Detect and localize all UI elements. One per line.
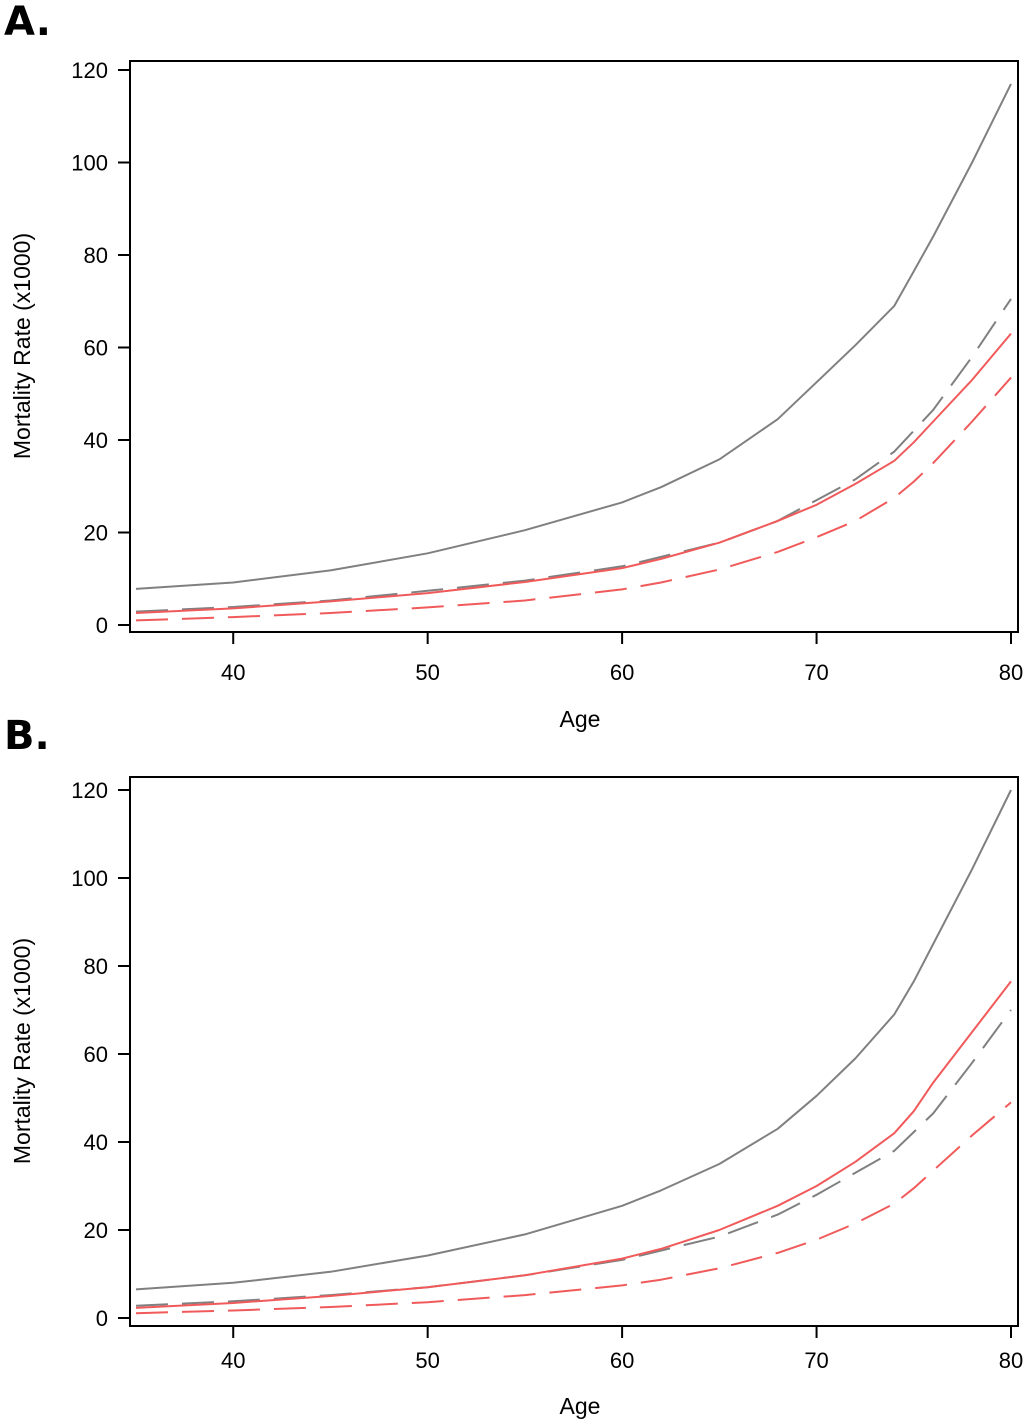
panel-b-label: B. bbox=[4, 713, 50, 759]
panel-a-y-tick-label: 120 bbox=[71, 58, 108, 83]
panel-a-y-tick-label: 20 bbox=[84, 521, 108, 546]
panel-a-x-tick-label: 70 bbox=[804, 660, 828, 685]
panel-a-plot-frame bbox=[129, 60, 1019, 633]
panel-a-label: A. bbox=[4, 0, 51, 45]
panel-b-y-tick-label: 120 bbox=[71, 778, 108, 803]
panel-a-y-tick-label: 100 bbox=[71, 151, 108, 176]
panel-a-x-tick-label: 80 bbox=[999, 660, 1023, 685]
panel-a-series-gray-dashed bbox=[135, 298, 1012, 613]
panel-b-x-axis-title: Age bbox=[560, 1393, 601, 1419]
panel-a-y-tick-label: 60 bbox=[84, 336, 108, 361]
panel-a-x-tick-label: 60 bbox=[610, 660, 634, 685]
panel-b-series-red-dashed bbox=[135, 1101, 1012, 1315]
panel-b-y-tick-label: 80 bbox=[84, 954, 108, 979]
panel-a-y-tick-label: 0 bbox=[96, 613, 108, 638]
panel-b-y-tick-label: 60 bbox=[84, 1042, 108, 1067]
panel-a-y-axis-title: Mortality Rate (x1000) bbox=[9, 233, 35, 459]
panel-b-y-tick-label: 100 bbox=[71, 866, 108, 891]
panel-b-x-tick-label: 80 bbox=[999, 1348, 1023, 1373]
panel-b-x-tick-label: 50 bbox=[415, 1348, 439, 1373]
panel-b-y-tick-label: 40 bbox=[84, 1130, 108, 1155]
panel-b-series-gray-dashed bbox=[135, 1009, 1012, 1307]
panel-b-plot-frame bbox=[129, 776, 1019, 1327]
panel-b-y-tick-label: 0 bbox=[96, 1306, 108, 1331]
panel-b-y-tick-label: 20 bbox=[84, 1218, 108, 1243]
panel-a-x-tick-label: 50 bbox=[415, 660, 439, 685]
panel-b-y-axis-title: Mortality Rate (x1000) bbox=[9, 938, 35, 1164]
panel-b-series-gray-solid bbox=[135, 789, 1012, 1291]
panel-a-y-tick-label: 40 bbox=[84, 428, 108, 453]
panel-a-series-red-dashed bbox=[135, 376, 1012, 622]
panel-b-x-tick-label: 40 bbox=[221, 1348, 245, 1373]
panel-b-x-tick-label: 70 bbox=[804, 1348, 828, 1373]
panel-a-x-axis-title: Age bbox=[560, 706, 601, 732]
panel-b-x-tick-label: 60 bbox=[610, 1348, 634, 1373]
panel-b-series-red-solid bbox=[135, 980, 1012, 1309]
panel-a-y-tick-label: 80 bbox=[84, 243, 108, 268]
panel-a-x-tick-label: 40 bbox=[221, 660, 245, 685]
panel-a-series-red-solid bbox=[135, 332, 1012, 614]
panel-a-series-gray-solid bbox=[135, 83, 1012, 590]
